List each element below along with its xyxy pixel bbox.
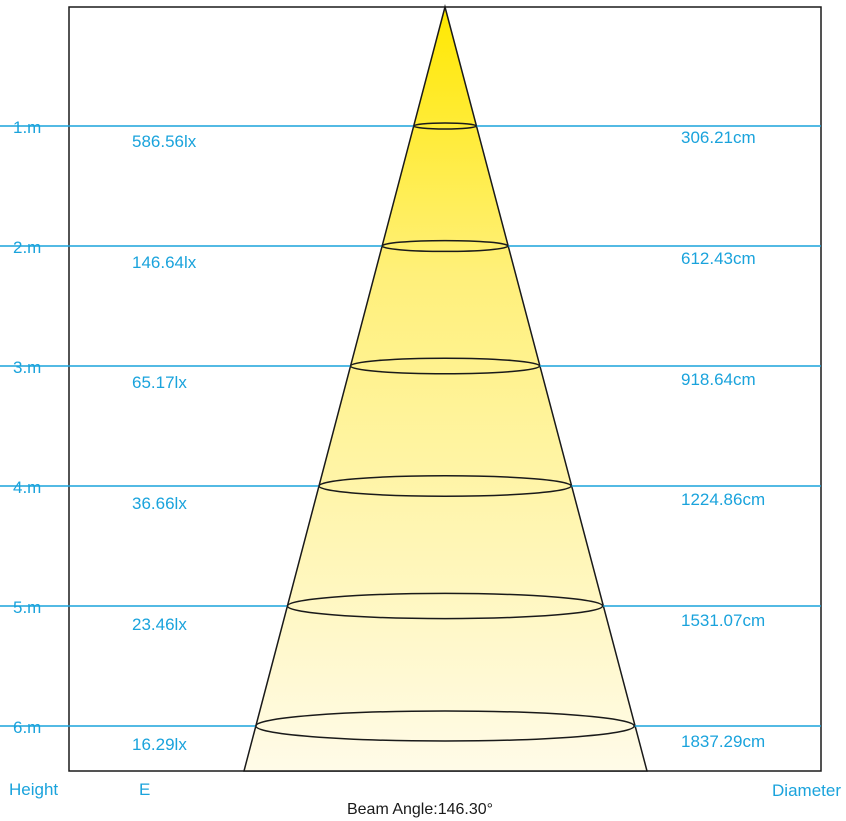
beam-cross-section-1 (412, 122, 478, 130)
illuminance-column-label: E (139, 780, 150, 799)
illuminance-label-3: 65.17lx (132, 373, 187, 392)
illuminance-label-6: 16.29lx (132, 735, 187, 754)
diameter-label-4: 1224.86cm (681, 490, 765, 509)
beam-cross-section-4 (318, 475, 572, 497)
diameter-column-label: Diameter (772, 781, 841, 800)
height-label-4: 4.m (13, 478, 41, 497)
illuminance-label-1: 586.56lx (132, 132, 197, 151)
diameter-label-1: 306.21cm (681, 128, 756, 147)
height-labels: 1.m 2.m 3.m 4.m 5.m 6.m (13, 118, 41, 737)
height-label-6: 6.m (13, 718, 41, 737)
diameter-labels: 306.21cm 612.43cm 918.64cm 1224.86cm 153… (681, 128, 765, 751)
beam-cross-section-6 (255, 710, 635, 742)
diameter-label-5: 1531.07cm (681, 611, 765, 630)
height-column-label: Height (9, 780, 58, 799)
illuminance-labels: 586.56lx 146.64lx 65.17lx 36.66lx 23.46l… (132, 132, 197, 754)
height-levels (0, 122, 821, 742)
light-cone (243, 4, 648, 772)
height-label-3: 3.m (13, 358, 41, 377)
beam-cross-section-5 (286, 592, 604, 620)
beam-cross-section-2 (381, 239, 509, 253)
beam-angle-caption: Beam Angle:146.30° (347, 801, 493, 818)
height-label-5: 5.m (13, 598, 41, 617)
height-label-1: 1.m (13, 118, 41, 137)
illuminance-label-5: 23.46lx (132, 615, 187, 634)
diameter-label-3: 918.64cm (681, 370, 756, 389)
height-label-2: 2.m (13, 238, 41, 257)
diameter-label-6: 1837.29cm (681, 732, 765, 751)
diameter-label-2: 612.43cm (681, 249, 756, 268)
illuminance-label-4: 36.66lx (132, 494, 187, 513)
beam-cross-section-3 (349, 357, 541, 375)
illuminance-label-2: 146.64lx (132, 253, 197, 272)
